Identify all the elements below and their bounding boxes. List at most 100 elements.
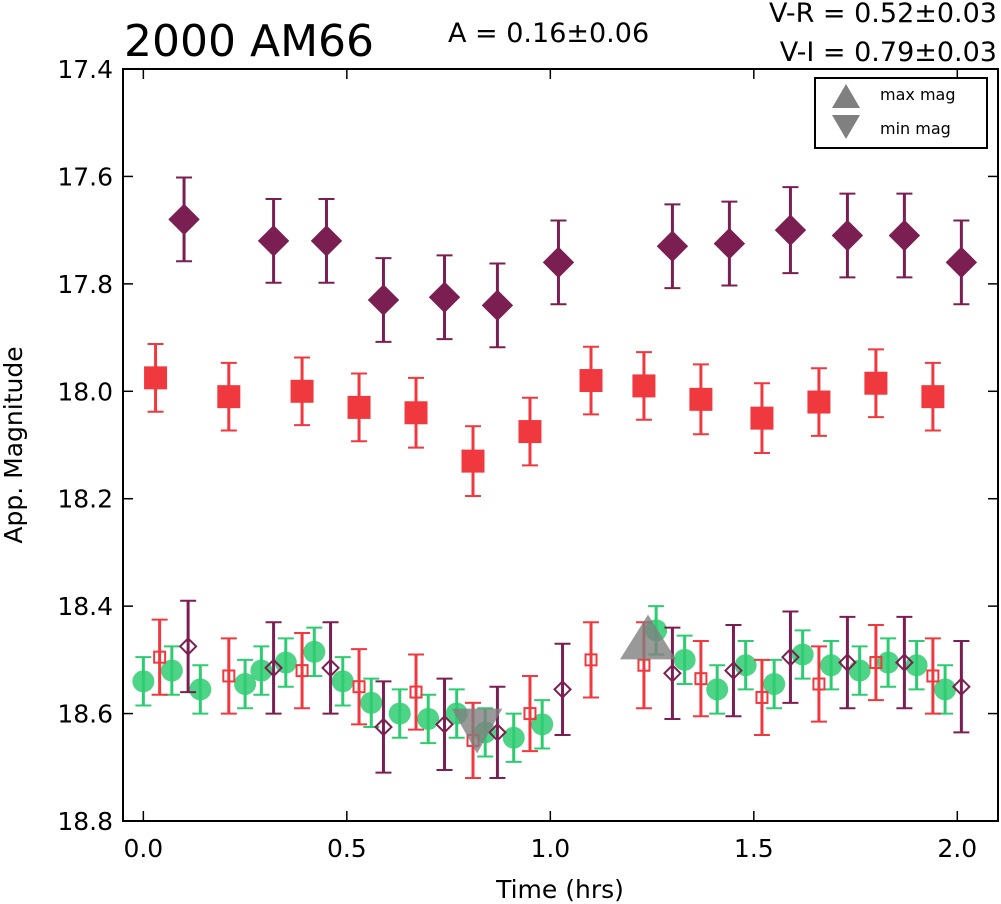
data-point-diamond <box>894 653 914 672</box>
legend-min-mag-marker <box>832 115 860 139</box>
data-point-circle <box>388 702 411 725</box>
data-point-square <box>579 369 603 393</box>
data-point-diamond <box>257 225 290 257</box>
data-point-min-mag <box>451 708 503 754</box>
data-point-circle <box>673 648 696 671</box>
data-point-square <box>290 379 314 403</box>
data-point-square <box>689 387 713 411</box>
data-point-circle <box>905 654 928 677</box>
data-point-square <box>153 650 167 664</box>
data-point-circle <box>934 678 957 701</box>
data-point-circle <box>417 707 440 730</box>
data-point-diamond <box>542 246 575 279</box>
data-point-diamond <box>168 203 200 236</box>
series-1-square-filled <box>144 343 945 498</box>
plot-frame <box>122 68 999 822</box>
legend: max mag min mag <box>814 77 988 149</box>
chart-title: 2000 AM66 <box>124 16 374 67</box>
data-point-circle <box>331 670 354 693</box>
data-point-square <box>404 401 428 425</box>
data-point-square <box>518 420 542 444</box>
data-point-square <box>750 406 774 430</box>
data-point-diamond <box>713 227 746 260</box>
y-tick-label: 18.6 <box>57 700 113 729</box>
data-point-diamond <box>178 637 198 656</box>
data-point-square <box>807 390 831 414</box>
data-point-circle <box>877 651 900 674</box>
x-tick-label: 2.0 <box>937 834 977 863</box>
data-point-square <box>584 653 598 667</box>
data-point-square <box>812 677 826 691</box>
data-point-diamond <box>888 219 921 252</box>
y-axis-label: App. Magnitude <box>0 346 28 543</box>
data-point-square <box>637 658 651 672</box>
data-point-circle <box>250 659 273 682</box>
data-point-diamond <box>553 679 572 699</box>
data-point-diamond <box>831 219 864 252</box>
data-point-circle <box>820 654 843 677</box>
data-point-circle <box>132 670 155 693</box>
data-point-diamond <box>488 722 507 742</box>
legend-max-mag-marker <box>832 84 860 108</box>
legend-max-mag-label: max mag <box>880 85 956 104</box>
data-point-diamond <box>724 661 743 681</box>
series-4-diamond-open <box>178 599 971 780</box>
data-point-max-mag <box>620 614 676 660</box>
data-point-diamond <box>367 284 400 316</box>
data-point-square <box>864 371 888 395</box>
x-tick-label: 1.5 <box>734 834 774 863</box>
data-point-square <box>144 366 168 390</box>
series-0-diamond-filled <box>168 176 978 349</box>
data-point-square <box>694 672 708 686</box>
data-point-square <box>632 374 656 398</box>
data-point-square <box>869 656 883 670</box>
annotation-amplitude: A = 0.16±0.06 <box>448 18 649 49</box>
y-tick-label: 18.4 <box>57 592 113 621</box>
y-tick-label: 17.8 <box>57 270 113 299</box>
data-point-square <box>523 707 537 721</box>
data-point-square <box>352 680 366 694</box>
data-point-circle <box>502 726 525 749</box>
data-point-circle <box>706 678 729 701</box>
series-3-square-open <box>151 618 941 780</box>
plot-area <box>132 176 978 780</box>
x-tick-label: 0.0 <box>123 834 163 863</box>
series-2-circle-filled <box>132 605 957 763</box>
data-point-diamond <box>781 647 800 667</box>
x-tick-label: 1.0 <box>530 834 570 863</box>
data-point-diamond <box>428 281 461 313</box>
data-point-diamond <box>774 214 807 246</box>
data-point-diamond <box>951 677 971 697</box>
data-point-circle <box>160 659 183 682</box>
data-point-diamond <box>663 663 682 683</box>
legend-min-mag-label: min mag <box>880 119 951 138</box>
data-point-diamond <box>310 225 343 257</box>
data-point-square <box>921 385 945 409</box>
annotation-v-r: V-R = 0.52±0.03 <box>769 0 997 29</box>
data-point-square <box>461 449 485 473</box>
data-point-square <box>926 669 940 683</box>
data-point-circle <box>360 691 383 714</box>
y-tick-label: 18.2 <box>57 485 113 514</box>
series-5-triangle-up <box>620 614 676 660</box>
x-axis-label: Time (hrs) <box>495 875 624 904</box>
data-point-diamond <box>374 717 393 737</box>
y-tick-label: 18.0 <box>57 377 113 406</box>
data-point-circle <box>791 643 814 666</box>
data-point-diamond <box>321 658 340 678</box>
annotation-v-i: V-I = 0.79±0.03 <box>780 37 997 68</box>
data-point-diamond <box>656 230 689 262</box>
data-point-square <box>409 685 423 699</box>
y-tick-label: 17.6 <box>57 162 113 191</box>
series-6-triangle-down <box>451 708 503 754</box>
data-point-square <box>347 395 371 419</box>
data-point-diamond <box>264 658 283 678</box>
data-point-circle <box>189 678 212 701</box>
data-point-square <box>222 669 236 683</box>
data-point-diamond <box>838 653 857 672</box>
data-point-square <box>217 385 241 409</box>
data-point-diamond <box>945 246 978 279</box>
y-tick-label: 18.8 <box>57 807 113 836</box>
